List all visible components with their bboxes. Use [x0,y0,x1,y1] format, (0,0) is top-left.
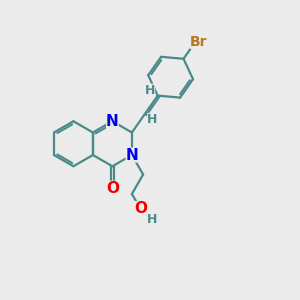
Text: Br: Br [190,35,208,49]
Text: N: N [106,114,119,129]
Text: N: N [125,148,138,163]
Text: O: O [134,201,147,216]
Text: H: H [145,84,155,97]
Text: H: H [147,113,158,126]
Text: H: H [146,213,157,226]
Text: O: O [106,181,119,196]
